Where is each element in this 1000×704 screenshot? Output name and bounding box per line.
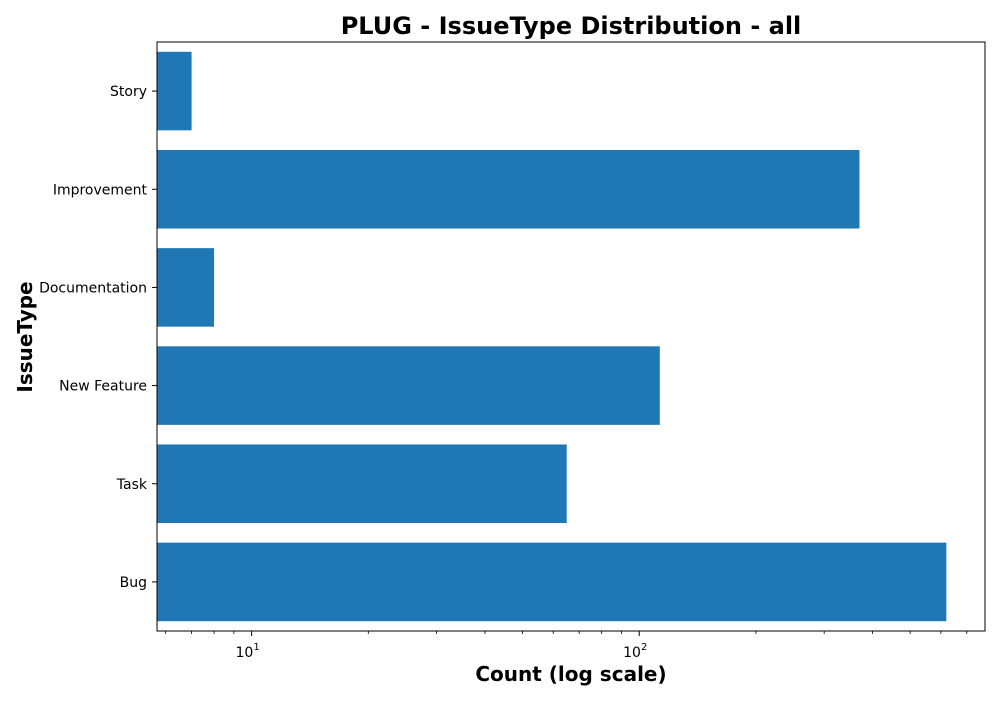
- bar-bug: [157, 542, 947, 622]
- y-ticks-layer: Bug Task New Feature Documentation Improveme…: [39, 84, 157, 591]
- x-ticks-layer: 101 102: [165, 631, 968, 661]
- y-axis-label: IssueType: [13, 281, 37, 392]
- y-tick-label: Task: [116, 477, 148, 493]
- x-tick-label: 101: [236, 642, 260, 661]
- x-tick-label: 102: [623, 642, 647, 661]
- y-tick-label: New Feature: [59, 379, 147, 395]
- bar-task: [157, 444, 567, 524]
- bar-new-feature: [157, 346, 660, 425]
- bar-improvement: [157, 149, 860, 229]
- y-tick-label: Documentation: [39, 280, 147, 296]
- x-axis-label: Count (log scale): [475, 662, 666, 686]
- bars-layer: [157, 51, 947, 622]
- bar-story: [157, 51, 192, 131]
- y-tick-label: Improvement: [53, 182, 148, 198]
- chart-title: PLUG - IssueType Distribution - all: [341, 12, 802, 40]
- plot-area-frame: [156, 41, 986, 632]
- y-tick-label: Story: [110, 84, 147, 100]
- y-tick-label: Bug: [120, 575, 147, 591]
- bar-documentation: [157, 248, 215, 327]
